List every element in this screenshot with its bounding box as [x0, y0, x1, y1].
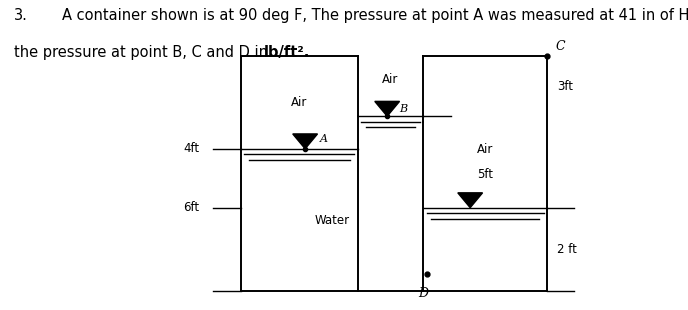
Text: A: A: [321, 135, 328, 144]
Text: Air: Air: [383, 73, 398, 86]
Text: 3.: 3.: [14, 8, 28, 23]
Polygon shape: [292, 134, 318, 149]
Text: Air: Air: [291, 96, 308, 109]
Text: C: C: [555, 40, 565, 53]
Text: B: B: [400, 104, 408, 113]
Text: 5ft: 5ft: [477, 168, 493, 181]
Text: 3ft: 3ft: [557, 80, 573, 92]
Text: 4ft: 4ft: [184, 142, 200, 155]
Text: lb/ft².: lb/ft².: [264, 45, 310, 60]
Text: 2 ft: 2 ft: [557, 243, 577, 256]
Text: Air: Air: [477, 143, 493, 156]
Text: the pressure at point B, C and D in: the pressure at point B, C and D in: [14, 45, 272, 60]
Polygon shape: [375, 101, 400, 116]
Text: A container shown is at 90 deg F, The pressure at point A was measured at 41 in : A container shown is at 90 deg F, The pr…: [62, 8, 688, 23]
Polygon shape: [458, 193, 482, 208]
Text: 6ft: 6ft: [184, 201, 200, 214]
Text: Water: Water: [314, 214, 350, 227]
Text: D: D: [418, 287, 428, 300]
